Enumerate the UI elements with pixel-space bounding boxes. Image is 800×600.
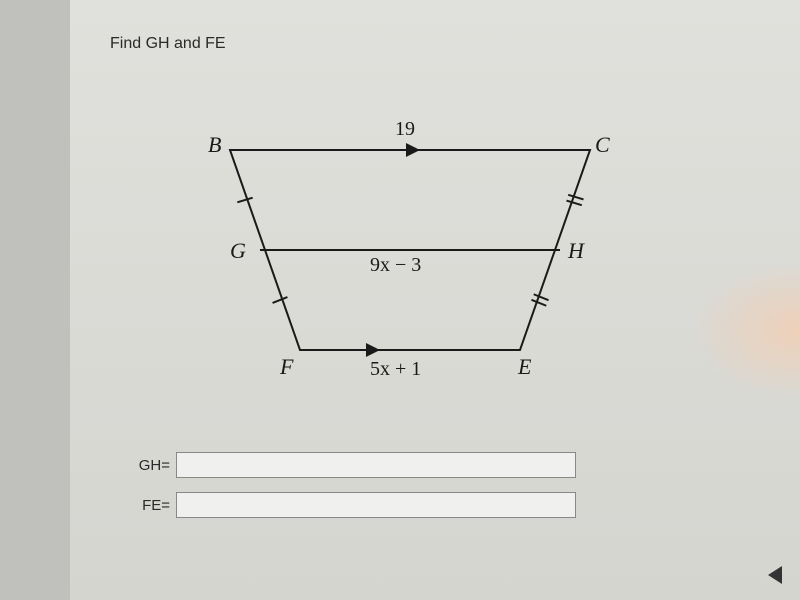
top-measure-label: 19 <box>395 118 415 141</box>
vertex-c-label: C <box>595 132 610 158</box>
vertex-e-label: E <box>518 354 531 380</box>
answer-row-gh: GH= <box>130 452 576 478</box>
mid-measure-label: 9x − 3 <box>370 254 421 277</box>
gh-input[interactable] <box>176 452 576 478</box>
vertex-g-label: G <box>230 238 246 264</box>
answer-row-fe: FE= <box>130 492 576 518</box>
trapezoid-svg <box>190 110 610 390</box>
photo-glare <box>690 260 800 400</box>
question-prompt: Find GH and FE <box>110 35 226 53</box>
bottom-measure-label: 5x + 1 <box>370 358 421 381</box>
back-triangle-icon[interactable] <box>768 566 782 584</box>
gh-label: GH= <box>130 457 170 474</box>
trapezoid-figure: B C G H F E 19 9x − 3 5x + 1 <box>190 110 610 390</box>
arrow-bc <box>406 143 420 157</box>
vertex-h-label: H <box>568 238 584 264</box>
left-margin-strip <box>0 0 70 600</box>
vertex-b-label: B <box>208 132 221 158</box>
vertex-f-label: F <box>280 354 293 380</box>
arrow-fe <box>366 343 380 357</box>
worksheet-page: Find GH and FE B C G H F E 19 9x − 3 5x … <box>70 0 800 600</box>
fe-input[interactable] <box>176 492 576 518</box>
fe-label: FE= <box>130 497 170 514</box>
